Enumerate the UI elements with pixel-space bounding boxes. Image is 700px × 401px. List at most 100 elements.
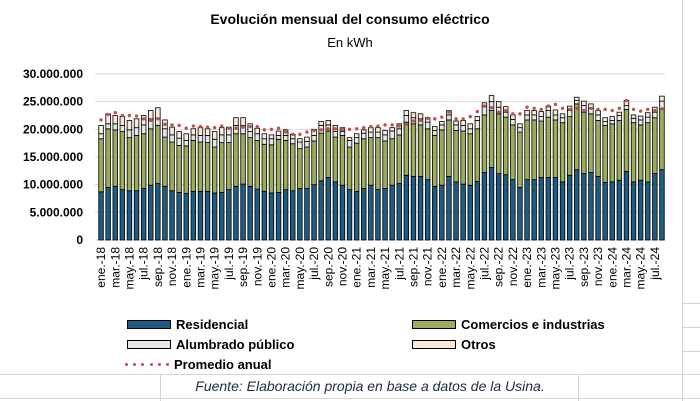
bar-segment	[432, 126, 438, 131]
bar-segment	[424, 128, 431, 181]
x-tick-label: may.-22	[463, 247, 477, 290]
promedio-point	[433, 117, 437, 121]
x-tick-label: mar.-18	[108, 247, 122, 288]
bar-segment	[574, 100, 580, 105]
sheet-gridline	[160, 374, 161, 401]
bar-segment	[339, 184, 346, 241]
x-tick-label: ene.-20	[264, 247, 278, 288]
promedio-point	[326, 127, 330, 131]
promedio-point	[447, 110, 451, 114]
bar-segment	[275, 138, 282, 193]
legend-label: Comercios e industrias	[461, 317, 605, 332]
bar-segment	[233, 117, 239, 126]
bar-segment	[311, 140, 317, 186]
promedio-point	[312, 128, 316, 133]
bar-segment	[169, 134, 175, 143]
bar-segment	[247, 137, 253, 187]
bar-segment	[346, 189, 353, 241]
promedio-point	[518, 112, 522, 116]
promedio-point	[163, 122, 167, 127]
bar-segment	[495, 173, 502, 241]
promedio-point	[362, 125, 366, 130]
promedio-point	[333, 127, 338, 131]
bar-segment	[410, 175, 417, 241]
bar-segment	[261, 133, 268, 140]
bar-segment	[226, 142, 232, 191]
bar-segment	[126, 137, 133, 192]
bar-segment	[353, 137, 360, 144]
promedio-point	[532, 106, 536, 111]
x-tick-label: nov.-23	[591, 247, 605, 286]
promedio-point	[283, 130, 288, 134]
legend-dotted-line-icon	[125, 361, 169, 368]
bar-segment	[247, 131, 253, 139]
bar-segment	[282, 189, 289, 241]
promedio-point	[134, 114, 139, 118]
bar-segment	[510, 118, 516, 126]
bar-segment	[524, 119, 530, 181]
bar-segment	[233, 185, 239, 241]
promedio-point	[567, 107, 572, 112]
promedio-point	[198, 124, 203, 129]
bar-segment	[467, 184, 473, 241]
bar-segment	[346, 146, 353, 191]
bar-segment	[588, 113, 594, 173]
bar-segment	[623, 109, 630, 172]
bar-segment	[396, 134, 402, 184]
bar-segment	[211, 192, 218, 241]
promedio-point	[205, 125, 210, 129]
bar-segment	[197, 190, 204, 241]
bar-segment	[559, 181, 566, 241]
bar-segment	[318, 132, 324, 182]
promedio-point	[482, 104, 487, 108]
bar-segment	[304, 136, 310, 142]
bar-segment	[332, 181, 339, 241]
bar-segment	[545, 110, 552, 118]
bar-segment	[254, 139, 260, 190]
bar-segment	[119, 116, 126, 126]
bar-segment	[197, 135, 204, 143]
bar-segment	[595, 110, 601, 116]
bar-segment	[403, 121, 410, 176]
x-tick-label: jul.-18	[137, 247, 151, 281]
bar-segment	[616, 179, 623, 241]
bar-segment	[538, 116, 544, 122]
x-tick-label: mar.-23	[534, 247, 548, 288]
promedio-point	[454, 117, 458, 121]
promedio-point	[475, 109, 480, 114]
bar-segment	[268, 134, 275, 140]
promedio-point	[319, 128, 323, 132]
y-tick-label: 15.000.000	[23, 150, 83, 164]
bar-segment	[361, 138, 367, 189]
bar-segment	[581, 100, 587, 106]
bar-segment	[162, 185, 168, 241]
x-tick-label: sep.-23	[577, 247, 591, 287]
legend-alumbrado: Alumbrado público	[127, 337, 294, 352]
bar-segment	[204, 190, 211, 241]
bar-segment	[204, 135, 211, 144]
bar-segment	[183, 193, 189, 241]
bar-segment	[190, 190, 197, 241]
bar-segment	[105, 128, 111, 188]
y-tick-label: 30.000.000	[23, 67, 83, 81]
bar-segment	[211, 146, 218, 194]
promedio-point	[177, 123, 181, 128]
bar-segment	[183, 145, 189, 194]
bar-segment	[247, 185, 253, 241]
bar-segment	[602, 125, 608, 183]
bar-segment	[204, 128, 211, 136]
bar-segment	[240, 183, 246, 241]
bar-segment	[133, 135, 140, 192]
promedio-point	[418, 118, 423, 123]
bar-segment	[155, 183, 161, 241]
x-tick-label: ene.-22	[435, 247, 449, 288]
bar-segment	[439, 129, 445, 186]
bar-segment	[559, 113, 566, 119]
bar-segment	[566, 110, 573, 118]
bar-segment	[630, 117, 637, 124]
bar-segment	[503, 111, 509, 118]
bar-segment	[176, 131, 182, 139]
bar-segment	[325, 130, 331, 178]
bar-segment	[552, 177, 559, 241]
promedio-point	[638, 109, 643, 113]
